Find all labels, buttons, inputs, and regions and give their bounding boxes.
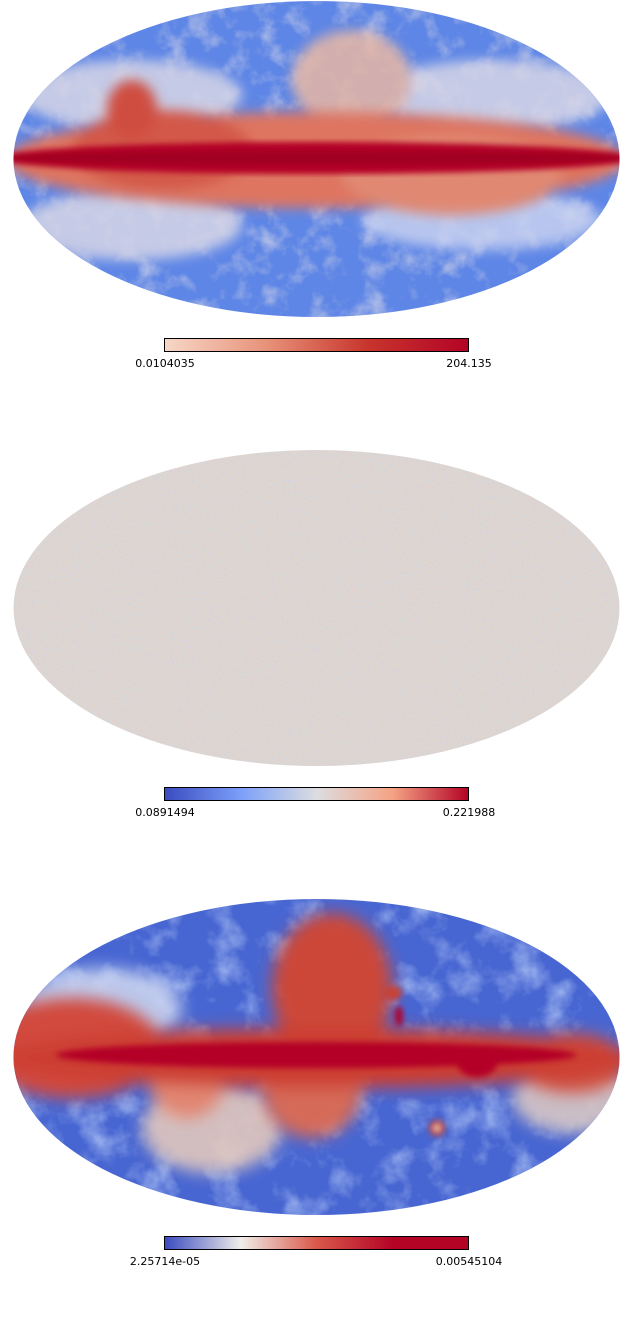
- colorbar-2-max-label: 0.221988: [442, 806, 496, 819]
- colorbar-1-max-label: 204.135: [446, 357, 492, 370]
- colorbar-1: [164, 338, 469, 352]
- colorbar-2-min-label: 0.0891494: [135, 806, 195, 819]
- colorbar-3-min-label: 2.25714e-05: [129, 1255, 201, 1268]
- map-panel-1: 0.0104035 204.135: [0, 0, 632, 423]
- colorbar-3-max-label: 0.00545104: [435, 1255, 503, 1268]
- mollweide-map-3: [13, 899, 620, 1215]
- map-panel-3: 2.25714e-05 0.00545104: [0, 898, 632, 1321]
- mollweide-map-1: [13, 1, 620, 317]
- mollweide-map-2: [13, 450, 620, 766]
- colorbar-1-min-label: 0.0104035: [135, 357, 195, 370]
- colorbar-2: [164, 787, 469, 801]
- map-panel-2: 0.0891494 0.221988: [0, 449, 632, 872]
- colorbar-3: [164, 1236, 469, 1250]
